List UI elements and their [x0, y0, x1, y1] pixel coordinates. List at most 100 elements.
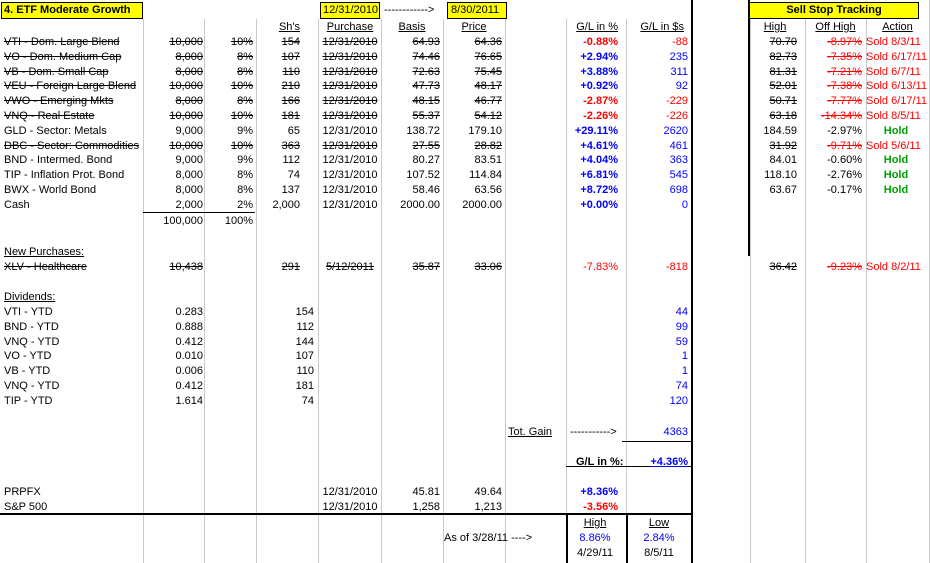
new-purchase-price: 33.06	[474, 261, 502, 273]
dividend-per-share: 0.010	[175, 350, 203, 363]
grid-line	[622, 441, 692, 442]
benchmark-date: 12/31/2010	[322, 500, 378, 513]
holding-shares: 363	[281, 139, 300, 152]
holding-name: DBC - Sector: Commodities	[4, 139, 140, 152]
new-purchase-gl-usd: -818	[665, 261, 688, 273]
new-purchase-high: 36.42	[769, 261, 797, 273]
grid-line	[566, 515, 568, 563]
holding-shares: 166	[281, 95, 300, 108]
benchmark-basis: 1,258	[412, 500, 440, 513]
holding-basis: 74.46	[412, 50, 440, 63]
dividend-usd: 44	[675, 306, 688, 318]
holding-price: 83.51	[474, 154, 502, 167]
holding-action: Sold 6/17/11	[866, 50, 927, 63]
holding-off-high: -7.21%	[827, 65, 862, 78]
holding-name: BWX - World Bond	[4, 184, 97, 196]
holding-name: VB - Dom. Small Cap	[4, 65, 109, 78]
holding-action: Sold 5/6/11	[866, 139, 921, 152]
grid-line	[805, 19, 806, 563]
holding-name: BND - Intermed. Bond	[4, 154, 113, 167]
title-cell	[1, 2, 143, 19]
holding-shares: 65	[287, 124, 300, 137]
dividend-usd: 99	[675, 320, 688, 333]
dividend-shares: 74	[301, 394, 314, 407]
holding-off-high: -7.38%	[827, 80, 862, 93]
holding-gl-usd: 0	[681, 198, 688, 211]
new-purchase-amount: 10,438	[169, 261, 203, 273]
grid-line	[626, 515, 628, 563]
low-date: 8/5/11	[644, 547, 674, 559]
new-purchase-name: XLV - Healthcare	[4, 261, 87, 273]
dividend-shares: 181	[295, 380, 314, 392]
holding-action: Sold 6/7/11	[866, 65, 921, 78]
dividend-per-share: 0.006	[175, 365, 203, 378]
holding-amount: 9,000	[175, 154, 203, 167]
benchmark-price: 49.64	[474, 486, 502, 498]
holding-alloc: 10%	[230, 110, 253, 122]
holding-gl-usd: -88	[672, 36, 688, 48]
holding-shares: 181	[281, 110, 300, 122]
holding-gl-usd: 2620	[663, 124, 688, 137]
holding-price: 63.56	[474, 184, 502, 196]
low-label: Low	[648, 517, 670, 529]
sell-stop-title: Sell Stop Tracking	[786, 4, 882, 16]
holding-price: 179.10	[468, 124, 502, 137]
holding-gl-usd: 698	[669, 184, 688, 196]
holding-amount: 8,000	[175, 65, 203, 78]
holding-gl-usd: 235	[669, 50, 688, 63]
holding-gl-pct: +8.72%	[580, 184, 618, 196]
holding-high: 82.73	[769, 50, 797, 63]
new-purchases-label: New Purchases:	[4, 246, 85, 258]
holding-alloc: 8%	[237, 50, 253, 63]
holding-basis: 58.46	[412, 184, 440, 196]
holding-amount: 2,000	[175, 198, 203, 211]
holding-purchase: 12/31/2010	[322, 169, 378, 182]
col-off-high: Off High	[815, 21, 856, 33]
holding-action: Sold 8/3/11	[866, 36, 921, 48]
holding-alloc: 10%	[230, 36, 253, 48]
holding-name: TIP - Inflation Prot. Bond	[4, 169, 125, 182]
holding-amount: 8,000	[175, 184, 203, 196]
holding-high: 81.31	[769, 65, 797, 78]
dividend-name: BND - YTD	[4, 320, 59, 333]
holding-price: 28.82	[474, 139, 502, 152]
grid-line	[256, 19, 257, 563]
holding-basis: 27.55	[412, 139, 440, 152]
holding-gl-usd: -226	[665, 110, 688, 122]
dividends-label: Dividends:	[4, 291, 56, 303]
holding-purchase: 12/31/2010	[322, 139, 378, 152]
holding-name: GLD - Sector: Metals	[4, 124, 107, 137]
benchmark-date: 12/31/2010	[322, 486, 378, 498]
holding-basis: 72.63	[412, 65, 440, 78]
grid-line	[143, 19, 144, 563]
holding-high: 31.92	[769, 139, 797, 152]
new-purchase-date: 5/12/2011	[325, 261, 375, 273]
holding-off-high: -2.97%	[827, 124, 862, 137]
holding-off-high: -2.76%	[827, 169, 862, 182]
holding-shares: 154	[281, 36, 300, 48]
holding-shares: 210	[281, 80, 300, 93]
col-basis: Basis	[398, 21, 426, 33]
start-date: 12/31/2010	[323, 4, 379, 16]
holding-price: 114.84	[469, 169, 502, 182]
col-gl-pct: G/L in %	[576, 21, 618, 33]
holding-amount: 8,000	[175, 95, 203, 108]
holding-basis: 48.15	[412, 95, 440, 108]
holding-gl-usd: 545	[669, 169, 688, 182]
dividend-name: VTI - YTD	[4, 306, 53, 318]
new-purchase-basis: 35.87	[412, 261, 440, 273]
holding-off-high: -7.35%	[827, 50, 862, 63]
holding-price: 54.12	[474, 110, 502, 122]
dividend-per-share: 0.888	[175, 320, 203, 333]
holding-shares: 137	[281, 184, 300, 196]
grid-line	[566, 466, 692, 467]
high-label: High	[583, 517, 607, 529]
holding-high: 70.70	[769, 36, 797, 48]
new-purchase-off-high: -9.23%	[827, 261, 862, 273]
gl-pct-value: +4.36%	[650, 456, 688, 468]
dividend-usd: 1	[681, 350, 688, 363]
col-gl-usd: G/L in $s	[640, 21, 684, 33]
dividend-usd: 59	[675, 335, 688, 348]
total-amount: 100,000	[163, 215, 203, 227]
holding-alloc: 10%	[230, 139, 253, 152]
